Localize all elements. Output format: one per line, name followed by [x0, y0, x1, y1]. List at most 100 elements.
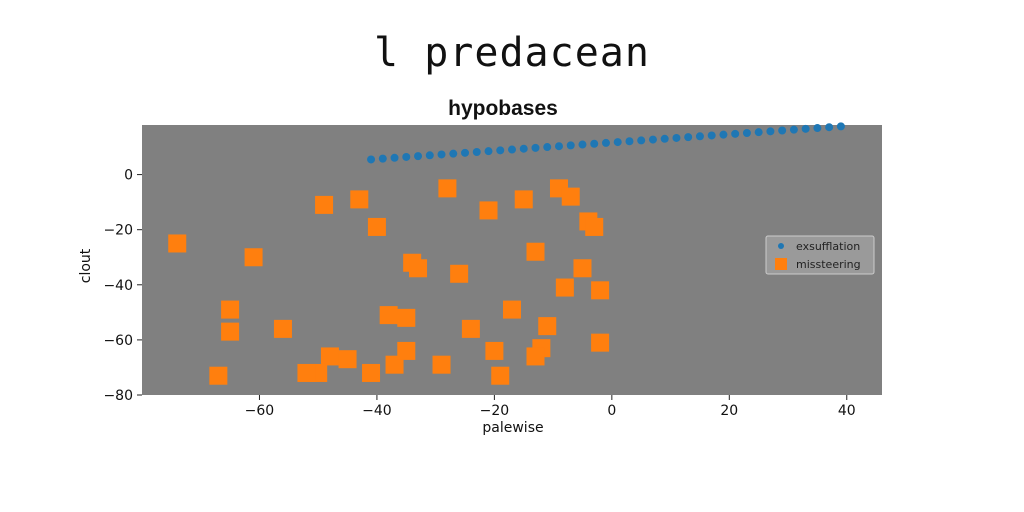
data-point-missteering — [450, 264, 469, 283]
data-point-missteering — [561, 187, 580, 206]
data-point-exsufflation — [461, 148, 470, 157]
data-point-exsufflation — [378, 154, 387, 163]
data-point-missteering — [555, 278, 574, 297]
data-point-missteering — [379, 306, 398, 325]
data-point-missteering — [320, 347, 339, 366]
legend: exsufflation missteering — [765, 235, 875, 275]
data-point-exsufflation — [766, 127, 775, 136]
data-point-exsufflation — [637, 136, 646, 145]
data-point-exsufflation — [519, 144, 528, 153]
data-point-exsufflation — [390, 153, 399, 162]
data-point-exsufflation — [684, 133, 693, 142]
data-point-missteering — [461, 319, 480, 338]
x-tick-label: 40 — [838, 403, 856, 419]
data-point-exsufflation — [531, 143, 540, 152]
data-point-exsufflation — [660, 134, 669, 143]
data-point-missteering — [397, 341, 416, 360]
data-point-missteering — [273, 319, 292, 338]
data-point-missteering — [485, 341, 504, 360]
y-tick-label: −80 — [103, 388, 133, 404]
x-tick-label: 20 — [720, 403, 738, 419]
data-point-exsufflation — [813, 124, 822, 133]
data-point-exsufflation — [707, 131, 716, 140]
legend-marker-missteering — [775, 258, 787, 270]
x-tick-label: −60 — [245, 403, 275, 419]
data-point-exsufflation — [836, 122, 845, 131]
x-axis-label: palewise — [482, 420, 543, 436]
data-point-missteering — [591, 333, 610, 352]
data-point-missteering — [514, 190, 533, 209]
data-point-missteering — [538, 317, 557, 336]
data-point-exsufflation — [731, 129, 740, 138]
data-point-missteering — [409, 259, 428, 278]
data-point-exsufflation — [425, 151, 434, 160]
data-point-missteering — [338, 350, 357, 369]
data-point-missteering — [297, 363, 316, 382]
data-point-missteering — [432, 355, 451, 374]
data-point-exsufflation — [449, 149, 458, 158]
data-point-exsufflation — [778, 126, 787, 135]
plot-area: −60 −40 −20 0 20 40 0 −20 −40 −60 −80 — [103, 122, 882, 419]
data-point-exsufflation — [484, 147, 493, 156]
data-point-exsufflation — [625, 137, 634, 146]
x-tick-label: −40 — [362, 403, 392, 419]
data-point-missteering — [350, 190, 369, 209]
data-point-missteering — [362, 363, 381, 382]
x-tick-label: −20 — [480, 403, 510, 419]
data-point-exsufflation — [472, 148, 481, 156]
x-tick-label: 0 — [607, 403, 616, 419]
data-point-exsufflation — [754, 128, 763, 137]
data-point-missteering — [221, 300, 240, 319]
data-point-missteering — [479, 201, 498, 220]
data-point-missteering — [591, 281, 610, 300]
chart-title: hypobases — [448, 97, 558, 120]
data-point-exsufflation — [414, 152, 423, 161]
data-point-exsufflation — [672, 133, 681, 142]
data-point-exsufflation — [437, 150, 446, 159]
y-tick-label: −20 — [103, 223, 133, 239]
plot-background — [142, 125, 882, 395]
data-point-missteering — [244, 248, 263, 267]
data-point-exsufflation — [613, 138, 622, 147]
data-point-exsufflation — [543, 143, 552, 152]
data-point-exsufflation — [648, 135, 657, 144]
legend-label-exsufflation: exsufflation — [796, 240, 860, 253]
data-point-missteering — [526, 242, 545, 261]
data-point-exsufflation — [601, 138, 610, 147]
y-axis-label: clout — [78, 248, 94, 283]
data-point-exsufflation — [578, 140, 587, 149]
data-point-exsufflation — [508, 145, 516, 154]
legend-marker-exsufflation — [778, 243, 784, 249]
data-point-missteering — [397, 308, 416, 327]
data-point-exsufflation — [695, 132, 704, 141]
data-point-exsufflation — [825, 123, 834, 132]
data-point-exsufflation — [566, 141, 575, 150]
data-point-missteering — [585, 217, 604, 236]
data-point-exsufflation — [367, 155, 376, 164]
data-point-exsufflation — [554, 142, 563, 151]
data-point-exsufflation — [496, 146, 505, 155]
y-tick-label: −40 — [103, 278, 133, 294]
data-point-missteering — [491, 366, 510, 385]
y-tick-label: 0 — [124, 168, 133, 184]
data-point-missteering — [168, 234, 187, 253]
data-point-missteering — [438, 179, 457, 198]
legend-box — [765, 235, 875, 275]
y-tick-label: −60 — [103, 333, 133, 349]
data-point-missteering — [221, 322, 240, 341]
data-point-missteering — [573, 259, 592, 278]
data-point-exsufflation — [590, 139, 599, 148]
data-point-missteering — [367, 217, 386, 236]
data-point-exsufflation — [742, 128, 751, 137]
axis-ticks: −60 −40 −20 0 20 40 0 −20 −40 −60 −80 — [103, 168, 855, 419]
data-point-missteering — [209, 366, 228, 385]
data-point-missteering — [385, 355, 404, 374]
data-point-exsufflation — [719, 130, 728, 139]
data-point-missteering — [503, 300, 521, 319]
data-point-exsufflation — [789, 125, 798, 134]
data-point-missteering — [315, 195, 334, 214]
data-marks — [168, 122, 845, 385]
figure-title: l predacean — [374, 30, 650, 76]
data-point-missteering — [526, 347, 545, 366]
